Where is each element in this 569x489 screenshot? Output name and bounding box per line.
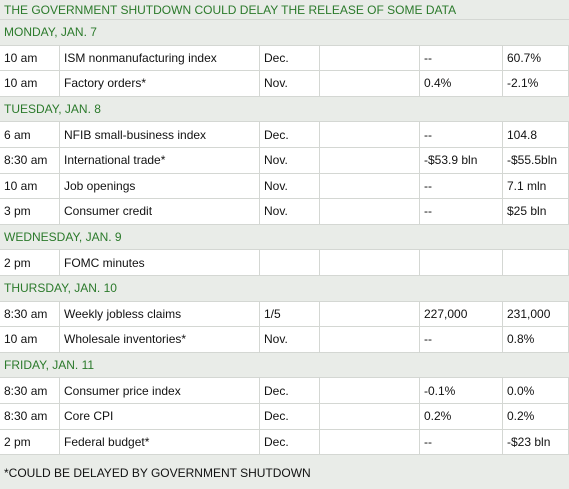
forecast: 104.8 (503, 122, 569, 148)
time: 6 am (0, 122, 60, 148)
time: 8:30 am (0, 148, 60, 174)
empty-cell (320, 301, 420, 328)
indicator: ISM nonmanufacturing index (60, 45, 260, 72)
time: 2 pm (0, 250, 60, 276)
period: Nov. (260, 71, 320, 97)
period: Dec. (260, 45, 320, 72)
empty-cell (320, 429, 420, 456)
forecast: -2.1% (503, 71, 569, 97)
empty-cell (320, 378, 420, 404)
empty-cell (503, 250, 569, 276)
period: Dec. (260, 404, 320, 430)
previous: -- (420, 327, 503, 353)
empty-cell (320, 250, 420, 276)
day-header: WEDNESDAY, JAN. 9 (0, 224, 569, 251)
time: 10 am (0, 45, 60, 72)
time: 2 pm (0, 429, 60, 456)
forecast: 7.1 mln (503, 173, 569, 200)
forecast: 0.8% (503, 327, 569, 353)
time: 10 am (0, 173, 60, 200)
time: 8:30 am (0, 378, 60, 404)
time: 3 pm (0, 199, 60, 225)
empty-cell (320, 327, 420, 353)
previous: -- (420, 45, 503, 72)
footnote: *COULD BE DELAYED BY GOVERNMENT SHUTDOWN (4, 465, 311, 480)
indicator: International trade* (60, 148, 260, 174)
previous: -- (420, 122, 503, 148)
period: Nov. (260, 327, 320, 353)
previous: -- (420, 173, 503, 200)
empty-cell (260, 250, 320, 276)
previous: -- (420, 429, 503, 456)
indicator: Wholesale inventories* (60, 327, 260, 353)
empty-cell (320, 404, 420, 430)
empty-cell (320, 148, 420, 174)
forecast: -$55.5bln (503, 148, 569, 174)
indicator: Weekly jobless claims (60, 301, 260, 328)
day-header: FRIDAY, JAN. 11 (0, 352, 569, 379)
previous: 0.4% (420, 71, 503, 97)
empty-cell (320, 45, 420, 72)
day-header: THURSDAY, JAN. 10 (0, 276, 569, 302)
period: 1/5 (260, 301, 320, 328)
time: 10 am (0, 71, 60, 97)
time: 8:30 am (0, 301, 60, 328)
indicator: Core CPI (60, 404, 260, 430)
forecast: 231,000 (503, 301, 569, 328)
empty-cell (320, 199, 420, 225)
previous: -$53.9 bln (420, 148, 503, 174)
time: 10 am (0, 327, 60, 353)
period: Nov. (260, 199, 320, 225)
forecast: -$23 bln (503, 429, 569, 456)
indicator: Federal budget* (60, 429, 260, 456)
period: Nov. (260, 148, 320, 174)
indicator: Consumer price index (60, 378, 260, 404)
previous: -- (420, 199, 503, 225)
period: Dec. (260, 122, 320, 148)
indicator: NFIB small-business index (60, 122, 260, 148)
empty-cell (320, 122, 420, 148)
indicator: Job openings (60, 173, 260, 200)
indicator: FOMC minutes (60, 250, 260, 276)
indicator: Factory orders* (60, 71, 260, 97)
forecast: $25 bln (503, 199, 569, 225)
forecast: 0.0% (503, 378, 569, 404)
title: THE GOVERNMENT SHUTDOWN COULD DELAY THE … (0, 0, 569, 20)
empty-cell (320, 71, 420, 97)
forecast: 60.7% (503, 45, 569, 72)
previous: 227,000 (420, 301, 503, 328)
period: Dec. (260, 429, 320, 456)
previous: -0.1% (420, 378, 503, 404)
day-header: MONDAY, JAN. 7 (0, 20, 569, 46)
indicator: Consumer credit (60, 199, 260, 225)
period: Dec. (260, 378, 320, 404)
empty-cell (320, 173, 420, 200)
period: Nov. (260, 173, 320, 200)
empty-cell (420, 250, 503, 276)
previous: 0.2% (420, 404, 503, 430)
day-header: TUESDAY, JAN. 8 (0, 96, 569, 123)
time: 8:30 am (0, 404, 60, 430)
forecast: 0.2% (503, 404, 569, 430)
